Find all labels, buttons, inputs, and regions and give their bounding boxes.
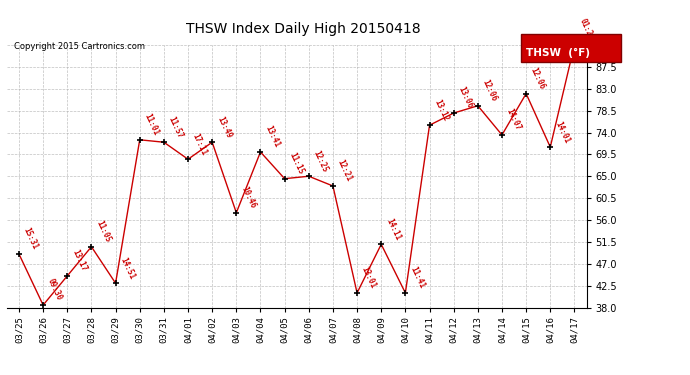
Text: 09:30: 09:30 [46,278,64,302]
Text: 14:07: 14:07 [505,107,523,132]
Text: 13:01: 13:01 [360,266,378,290]
Text: 11:01: 11:01 [143,112,161,137]
Text: 11:15: 11:15 [288,151,306,176]
Text: Copyright 2015 Cartronics.com: Copyright 2015 Cartronics.com [14,42,145,51]
Text: 12:06: 12:06 [529,66,547,91]
Text: 11:57: 11:57 [167,115,185,140]
Text: THSW Index Daily High 20150418: THSW Index Daily High 20150418 [186,22,421,36]
Text: 13:41: 13:41 [264,124,282,149]
Text: 13:06: 13:06 [457,86,475,110]
Text: 14:11: 14:11 [384,217,402,242]
Text: 15:31: 15:31 [22,226,40,251]
Text: 14:51: 14:51 [119,256,137,280]
Text: THSW  (°F): THSW (°F) [526,48,591,58]
Text: 13:12: 13:12 [433,98,451,122]
Text: 11:05: 11:05 [95,219,112,244]
Text: 12:06: 12:06 [481,78,499,103]
Text: 13:49: 13:49 [215,115,233,140]
Text: 10:46: 10:46 [239,185,257,210]
Text: 14:01: 14:01 [553,120,571,144]
Text: 13:17: 13:17 [70,248,88,273]
Text: 01:27: 01:27 [578,18,595,42]
Text: 12:25: 12:25 [312,149,330,174]
Text: 17:11: 17:11 [191,132,209,156]
Text: 11:41: 11:41 [408,266,426,290]
Text: 12:21: 12:21 [336,158,354,183]
